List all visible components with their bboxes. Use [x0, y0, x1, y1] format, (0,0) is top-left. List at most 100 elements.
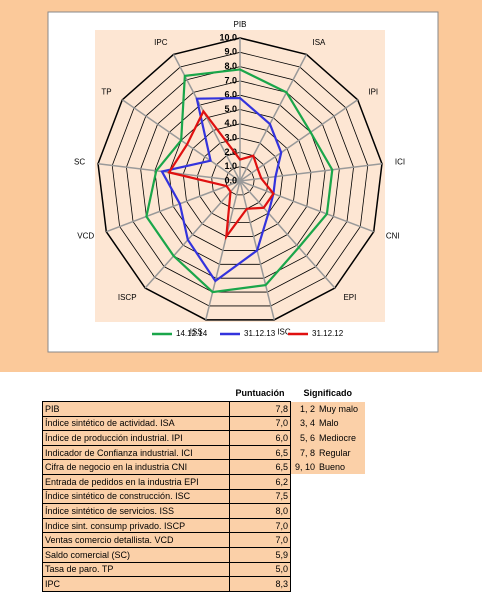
table-row: Cifra de negocio en la industria CNI 6,5 9… [42, 459, 365, 475]
table-row: PIB 7,8 1, 2 Muy malo [42, 401, 365, 417]
table-row: Índice sintético de actividad. ISA 7,0 3, … [42, 415, 365, 432]
spoke [239, 180, 374, 233]
table-cell: 9, 10 [290, 459, 317, 475]
table-cell: Índice sintético de actividad. ISA [42, 415, 230, 432]
category-label: ISS [190, 328, 203, 337]
series-line [160, 96, 283, 283]
table-cell: IPC [42, 576, 230, 592]
table-cell: 7,5 [229, 488, 291, 505]
tick-label: 5.0 [224, 104, 237, 114]
legend-label: 31.12.13 [244, 329, 276, 338]
table-cell: 1, 2 [290, 401, 317, 417]
table-cell: 7, 8 [290, 445, 317, 460]
category-label: PIB [234, 20, 247, 29]
table-cell: 5,9 [229, 546, 291, 563]
table-cell: 7,8 [229, 401, 291, 417]
table-row: Índice sintético de construcción. ISC 7,5 [42, 488, 366, 505]
table-cell [317, 474, 365, 489]
table-cell [43, 385, 230, 402]
table-cell: Bueno [317, 459, 365, 475]
table-cell: Indice sint. consump privado. ISCP [42, 517, 230, 534]
grid-ring [140, 80, 340, 279]
table-cell: Índice sintético de servicios. ISS [42, 503, 230, 519]
spoke [239, 180, 336, 289]
category-label: TP [101, 87, 111, 96]
category-label: EPI [343, 293, 356, 302]
table-cell: Entrada de pedidos en la industria EPI [42, 473, 230, 490]
legend-label: 31.12.12 [312, 329, 344, 338]
grid-ring [197, 137, 283, 224]
tick-label: 10.0 [219, 32, 237, 42]
table-cell [317, 533, 365, 548]
table-cell: 8,0 [229, 503, 291, 519]
table-row: Tasa de paro. TP 5,0 [42, 561, 366, 578]
series-line [167, 109, 275, 241]
table-cell: Saldo comercial (SC) [42, 546, 230, 563]
category-label: ICI [395, 157, 405, 166]
tick-label: 6.0 [224, 90, 237, 100]
table-cell: Ventas comercio detallista. VCD [42, 532, 230, 548]
grid-ring [97, 37, 383, 321]
table-row: Indice sint. consump privado. ISCP 7,0 [42, 517, 366, 534]
tick-label: 2.0 [224, 147, 237, 157]
table-cell: Mediocre [317, 430, 365, 446]
grid-ring [225, 166, 255, 196]
data-table: Puntuación Significado PIB 7,8 1, 2 Muy malo Í… [42, 385, 365, 592]
table-cell [291, 504, 318, 519]
spoke [239, 163, 383, 182]
table-cell: Índice de producción industrial. IPI [42, 430, 230, 446]
table-cell: 6,0 [229, 430, 291, 446]
category-label: ISCP [118, 293, 137, 302]
tick-label: 9.0 [224, 47, 237, 57]
table-cell: PIB [42, 401, 230, 417]
tick-label: 4.0 [224, 118, 237, 128]
table-cell: Puntuación [235, 388, 285, 398]
table-row: Ventas comercio detallista. VCD 7,0 [42, 532, 366, 548]
tick-label: 1.0 [224, 161, 237, 171]
grid-ring [182, 123, 298, 237]
table-cell [317, 489, 365, 504]
table-cell: 5,0 [229, 561, 291, 578]
grid-ring [126, 66, 354, 293]
table-cell: 5, 6 [290, 430, 317, 446]
table-row: Índice de producción industrial. IPI 6,0 5… [42, 430, 365, 446]
table-cell: Regular [317, 445, 365, 460]
table-row: Indicador de Confianza industrial. ICI 6,… [42, 444, 365, 461]
table-cell [291, 562, 318, 577]
legend-label: 14.12.14 [176, 329, 208, 338]
spoke [239, 54, 308, 182]
table-cell: 7,0 [229, 517, 291, 534]
grid-ring [168, 109, 312, 251]
table-row: IPC 8,3 [42, 576, 366, 592]
table-cell [317, 562, 365, 577]
category-label: IPC [154, 38, 168, 47]
table-cell: Significado [303, 388, 352, 399]
tick-label: 3.0 [224, 132, 237, 142]
series-line [145, 68, 334, 294]
table-cell: Índice sintético de construcción. ISC [42, 488, 230, 505]
spoke [144, 180, 241, 289]
spoke [239, 99, 359, 182]
table-cell [291, 547, 318, 562]
spoke [205, 180, 241, 321]
table-cell: 7,0 [229, 415, 291, 432]
table-cell: Malo [317, 416, 365, 431]
table-row: Entrada de pedidos en la industria EPI 6,… [42, 473, 366, 490]
table-cell [291, 518, 318, 533]
tick-label: 0.0 [224, 175, 237, 185]
table-cell: 6,5 [229, 444, 291, 461]
table-cell [291, 489, 318, 504]
table-cell [291, 533, 318, 548]
category-label: CNI [386, 231, 400, 240]
table-cell: 6,2 [229, 473, 291, 490]
table-cell: 3, 4 [290, 416, 317, 431]
tick-label: 7.0 [224, 75, 237, 85]
table-cell [317, 518, 365, 533]
table-cell [291, 577, 318, 592]
table-cell: Indicador de Confianza industrial. ICI [42, 444, 230, 461]
tick-label: 8.0 [224, 61, 237, 71]
table-cell [317, 504, 365, 519]
category-label: ISC [277, 328, 291, 337]
table-cell: 8,3 [229, 576, 291, 592]
